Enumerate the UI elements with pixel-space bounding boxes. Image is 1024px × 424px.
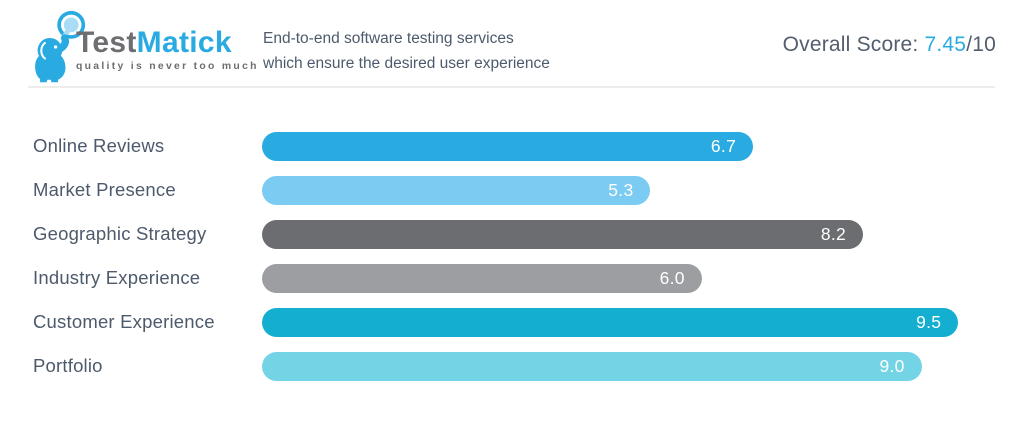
value-label: 6.7 xyxy=(710,135,737,156)
category-label: Industry Experience xyxy=(33,267,201,288)
logo-wordmark: TestMatick quality is never too much xyxy=(76,28,259,73)
bar-track: 5.3 xyxy=(262,175,995,205)
value-label: 9.0 xyxy=(879,355,905,376)
bar-chart: Online Reviews 6.7 Market Presence 5.3 Geogr… xyxy=(33,124,995,388)
category-label: Online Reviews xyxy=(33,135,165,156)
elephant-magnifier-logo-icon xyxy=(35,10,86,83)
value-bar: 5.3 xyxy=(262,175,651,205)
value-bar: 8.2 xyxy=(262,219,864,249)
chart-row: Customer Experience 9.5 xyxy=(33,300,995,344)
overall-score-suffix: /10 xyxy=(966,33,996,56)
overall-score: Overall Score: 7.45/10 xyxy=(783,33,996,57)
bar-track: 9.5 xyxy=(262,307,995,337)
value-bar: 9.5 xyxy=(262,307,959,337)
header-subtitle: End-to-end software testing services whi… xyxy=(263,26,550,76)
chart-row: Geographic Strategy 8.2 xyxy=(33,212,995,256)
chart-row: Portfolio 9.0 xyxy=(33,344,995,388)
chart-row: Online Reviews 6.7 xyxy=(33,124,995,168)
bar-track: 6.0 xyxy=(262,263,995,293)
category-label: Portfolio xyxy=(33,355,103,376)
chart-row: Industry Experience 6.0 xyxy=(33,256,995,300)
value-label: 9.5 xyxy=(916,311,942,332)
bar-track: 9.0 xyxy=(262,351,995,381)
value-bar: 6.0 xyxy=(262,263,702,293)
brand-name-primary: Test xyxy=(76,26,137,59)
bar-track: 8.2 xyxy=(262,219,995,249)
header-divider xyxy=(28,86,995,88)
category-label: Market Presence xyxy=(33,179,176,200)
brand-name: TestMatick xyxy=(76,28,259,58)
brand-tagline: quality is never too much xyxy=(76,61,259,72)
brand-name-secondary: Matick xyxy=(136,26,232,59)
category-label: Geographic Strategy xyxy=(33,223,207,244)
bar-track: 6.7 xyxy=(262,131,995,161)
overall-score-label: Overall Score: xyxy=(782,33,925,56)
value-bar: 9.0 xyxy=(262,351,922,381)
category-label: Customer Experience xyxy=(33,311,215,332)
subtitle-line-2: which ensure the desired user experience xyxy=(263,55,550,72)
value-label: 8.2 xyxy=(820,223,847,244)
subtitle-line-1: End-to-end software testing services xyxy=(263,30,514,47)
value-label: 6.0 xyxy=(659,267,685,288)
value-label: 5.3 xyxy=(608,179,634,200)
chart-row: Market Presence 5.3 xyxy=(33,168,995,212)
overall-score-value: 7.45 xyxy=(924,33,967,56)
value-bar: 6.7 xyxy=(262,131,754,161)
